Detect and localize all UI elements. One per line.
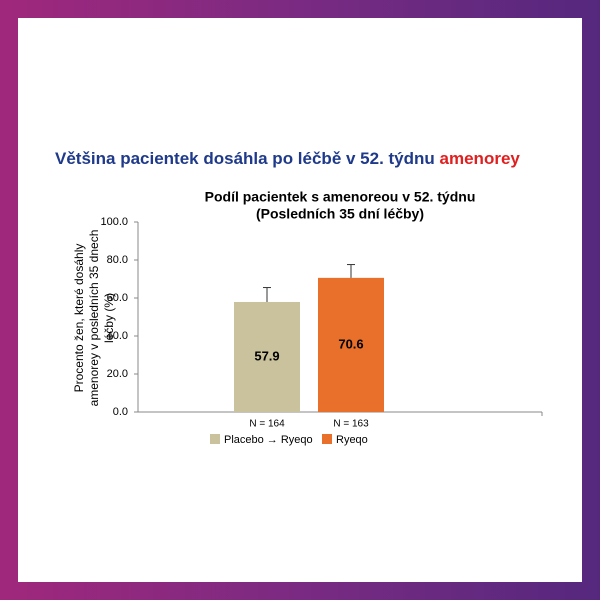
heading-highlight: amenorey: [440, 149, 521, 168]
chart-subtitle: (Posledních 35 dní léčby): [256, 206, 424, 222]
x-tick-label: N = 164: [249, 419, 285, 430]
chart-title: Podíl pacientek s amenoreou v 52. týdnu: [205, 189, 476, 205]
y-axis-label: Procento žen, které dosáhly: [72, 244, 86, 393]
card: [18, 18, 582, 582]
legend-label: Placebo → Ryeqo: [224, 434, 313, 446]
heading: Většina pacientek dosáhla po léčbě v 52.…: [55, 149, 520, 168]
y-tick-label: 100.0: [100, 216, 128, 228]
legend-swatch: [322, 434, 332, 444]
y-axis-label: amenorey v posledních 35 dnech: [87, 230, 101, 407]
y-tick-label: 60.0: [107, 292, 128, 304]
legend-swatch: [210, 434, 220, 444]
legend-label: Ryeqo: [336, 434, 368, 446]
y-tick-label: 40.0: [107, 330, 128, 342]
y-tick-label: 0.0: [113, 406, 128, 418]
x-tick-label: N = 163: [333, 419, 369, 430]
value-label: 57.9: [254, 348, 279, 363]
bar: [234, 301, 300, 412]
y-tick-label: 20.0: [107, 368, 128, 380]
y-axis-label: léčby (%): [102, 293, 116, 343]
y-tick-label: 80.0: [107, 254, 128, 266]
bar: [318, 277, 384, 412]
heading-text: Většina pacientek dosáhla po léčbě v 52.…: [55, 149, 435, 168]
value-label: 70.6: [338, 336, 363, 351]
